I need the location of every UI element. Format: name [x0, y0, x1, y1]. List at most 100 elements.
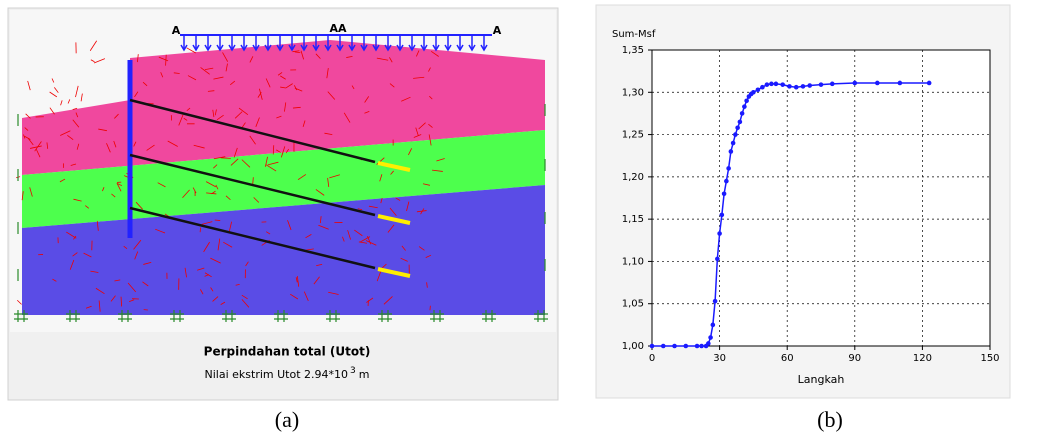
arrow	[205, 181, 217, 188]
load-head	[420, 44, 428, 52]
y-tick-label: 1,15	[622, 214, 644, 225]
x-axis-label: Langkah	[798, 373, 845, 386]
arrow	[120, 296, 123, 307]
arrow	[422, 183, 431, 186]
data-point	[712, 298, 718, 304]
arrow	[98, 128, 107, 132]
arrow	[284, 102, 287, 112]
arrow	[380, 197, 383, 204]
arrow	[193, 144, 205, 149]
x-tick-label: 150	[980, 353, 999, 364]
data-point	[730, 140, 736, 146]
load-head	[456, 44, 464, 52]
arrow	[201, 221, 213, 225]
arrow	[415, 127, 419, 136]
arrow	[160, 72, 164, 78]
arrow	[351, 85, 355, 90]
arrow	[315, 53, 321, 59]
arrow	[432, 169, 443, 172]
arrow	[133, 239, 142, 250]
arrow	[255, 117, 260, 127]
arrow	[67, 99, 71, 104]
load-head	[468, 44, 476, 52]
fixity	[534, 310, 548, 322]
arrow	[24, 135, 31, 140]
arrow	[259, 88, 263, 100]
y-tick-label: 1,25	[622, 130, 644, 141]
arrow	[413, 76, 425, 79]
load-head	[324, 44, 332, 52]
arrow	[305, 248, 314, 251]
layer-3	[22, 185, 545, 315]
arrow	[116, 183, 122, 192]
data-point	[728, 149, 734, 154]
arrow	[318, 224, 329, 230]
arrow	[400, 257, 408, 262]
arrow	[253, 197, 260, 203]
arrow	[67, 134, 74, 140]
arrow	[294, 51, 301, 54]
arrow	[293, 85, 298, 91]
arrow	[390, 170, 394, 175]
arrow	[165, 54, 167, 66]
load-head	[312, 44, 320, 52]
data-point	[780, 82, 785, 87]
load-label: A	[172, 24, 181, 37]
arrow	[213, 156, 226, 160]
arrow	[428, 134, 432, 146]
arrow	[235, 283, 240, 286]
arrow	[183, 117, 188, 121]
load-head	[348, 44, 356, 52]
arrow	[167, 140, 178, 147]
arrow	[300, 50, 305, 60]
arrow	[368, 205, 378, 209]
data-point	[818, 82, 824, 87]
arrow	[66, 231, 77, 239]
arrow	[207, 90, 215, 92]
load-head	[216, 44, 224, 52]
arrow	[85, 305, 92, 309]
data-point	[897, 80, 903, 86]
grout	[377, 161, 411, 278]
arrow	[342, 236, 345, 242]
arrow	[316, 264, 323, 266]
load-head	[432, 44, 440, 52]
data-point	[706, 341, 711, 346]
arrow	[228, 221, 232, 233]
arrow	[102, 187, 105, 192]
fixity	[14, 310, 28, 322]
arrow	[73, 198, 82, 202]
load-head	[204, 44, 212, 52]
panel-title: Perpindahan total (Utot)	[204, 345, 371, 359]
arrow	[182, 189, 190, 199]
data-point	[694, 343, 700, 349]
arrow	[220, 157, 231, 159]
arrow	[280, 86, 286, 89]
fem-panel: A AA A Perpindahan total (Utot) Nilai ek…	[7, 7, 559, 432]
load-label: A	[493, 24, 502, 37]
arrow	[146, 144, 155, 151]
arrow	[252, 177, 254, 185]
fixity	[222, 310, 236, 322]
arrow	[85, 205, 90, 209]
arrow	[265, 164, 277, 172]
arrow	[80, 93, 83, 102]
data-point	[660, 343, 666, 349]
load-head	[444, 44, 452, 52]
arrow	[276, 149, 281, 153]
load-head	[228, 44, 236, 52]
arrow	[204, 67, 214, 71]
data-point	[715, 256, 720, 262]
load-head	[336, 44, 344, 52]
arrow	[34, 141, 42, 152]
arrow	[297, 174, 307, 181]
arrow	[296, 276, 300, 287]
arrow	[425, 254, 432, 259]
arrow	[326, 68, 329, 79]
data-point	[755, 87, 761, 93]
load-head	[180, 44, 188, 52]
arrow	[60, 130, 71, 136]
x-tick-label: 60	[781, 353, 794, 364]
arrow	[52, 278, 57, 282]
arrow	[223, 241, 233, 248]
